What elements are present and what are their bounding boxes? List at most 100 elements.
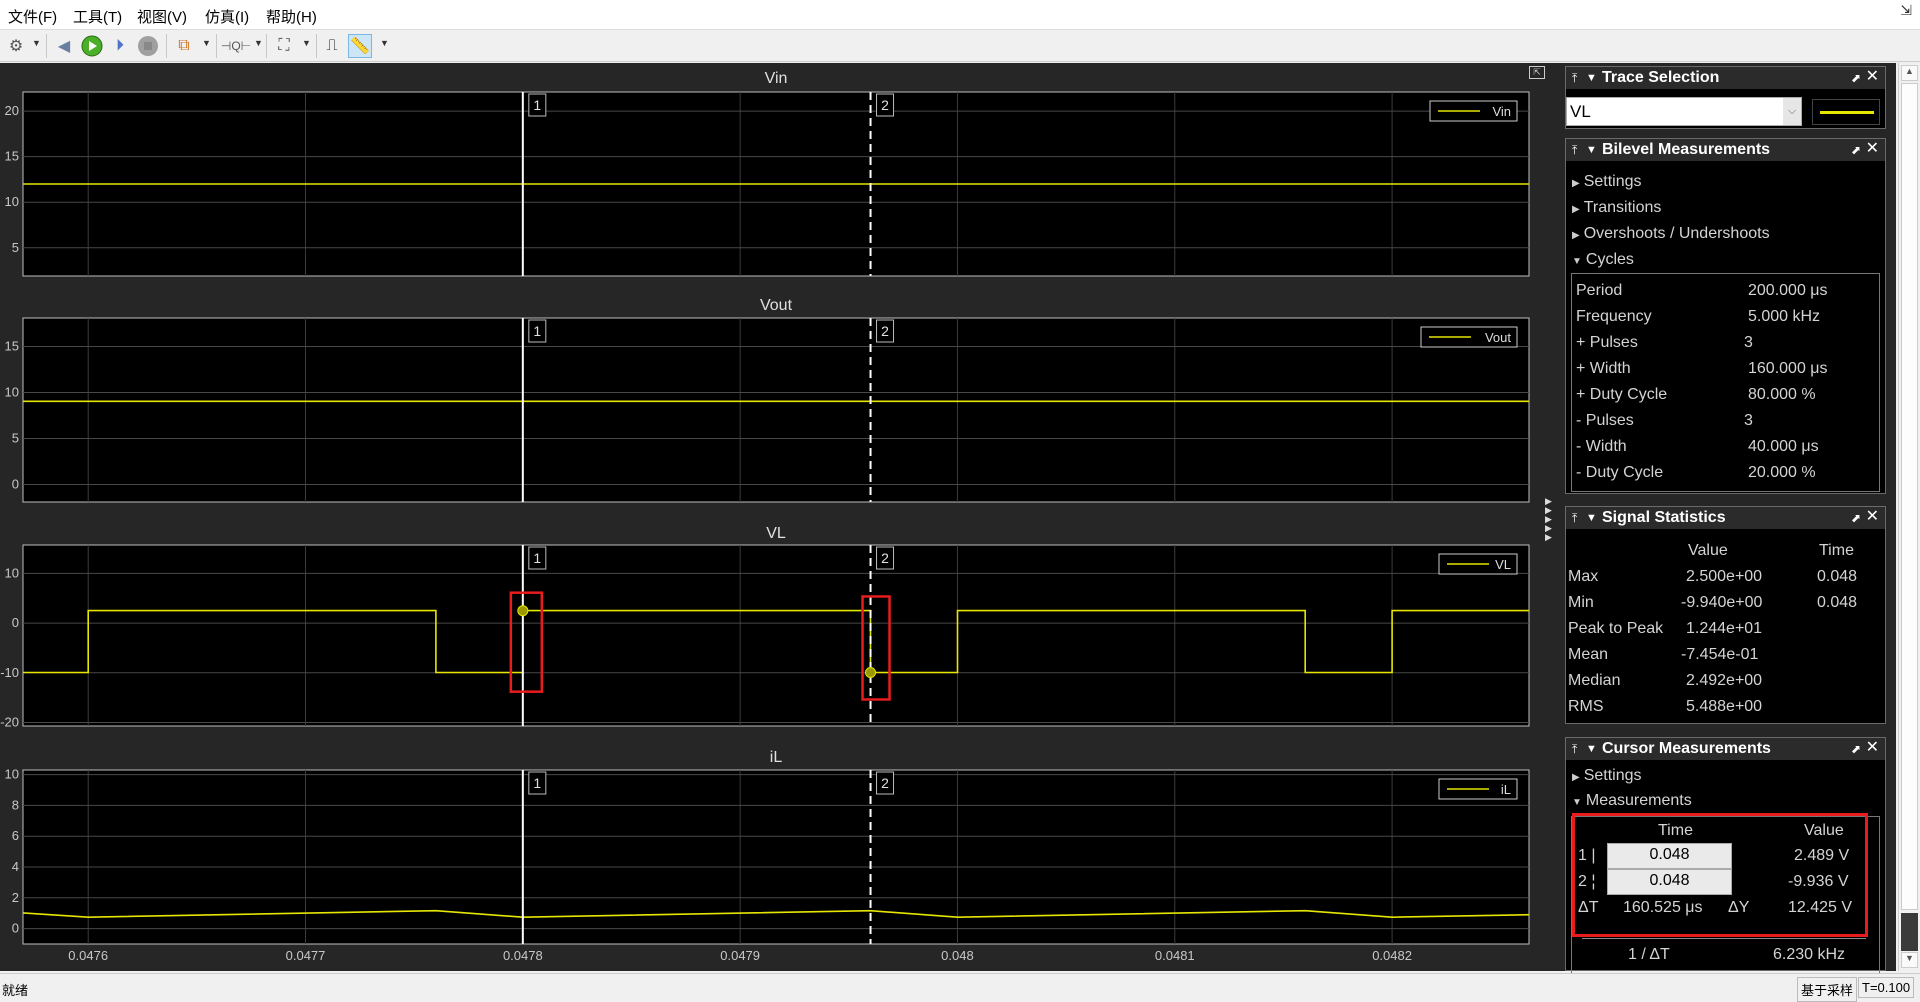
panel-title: Cursor Measurements [1602, 740, 1771, 757]
scrollbar-track[interactable] [1901, 913, 1918, 951]
close-icon[interactable]: ✕ [1865, 68, 1879, 85]
delta-y-label: ΔY [1728, 899, 1750, 916]
dropdown-arrow-icon[interactable]: ▼ [254, 38, 263, 48]
section-transitions[interactable]: ▶ Transitions [1572, 199, 1661, 217]
y-tick-label: 5 [12, 240, 19, 255]
stats-row-value: 5.488e+00 [1686, 698, 1763, 715]
collapse-panel-arrows-icon[interactable]: ▶ ▶ ▶ ▶ ▶ [1545, 496, 1552, 542]
undock-icon[interactable]: ⬈ [1850, 742, 1861, 756]
cursor-1-label: 1 [533, 550, 541, 566]
cursor-measurements-panel: ⤒ ▼ Cursor Measurements ⬈ ✕ ▶ Settings ▼ Mea… [1565, 737, 1886, 976]
menu-tools[interactable]: 工具(T) [73, 9, 123, 26]
collapse-icon[interactable]: ▼ [1586, 144, 1597, 156]
cursor-2-label-box[interactable] [876, 546, 895, 570]
menu-file[interactable]: 文件(F) [8, 9, 58, 26]
step-back-icon[interactable]: ◀ [57, 38, 71, 55]
separator [266, 34, 267, 58]
trace-selection-panel: ⤒ ▼ Trace Selection ⬈ ✕ VL ⌵ [1565, 66, 1886, 129]
pin-icon[interactable]: ⤒ [1572, 143, 1578, 157]
cursor-measurements-icon[interactable]: 📏 [348, 34, 372, 58]
cycles-row-label: Period [1576, 282, 1623, 299]
scroll-up-icon[interactable]: ▲ [1901, 65, 1918, 81]
section-measurements[interactable]: ▼ Measurements [1572, 792, 1692, 810]
cycles-row-label: + Pulses [1576, 334, 1638, 351]
cursor-1-label-box[interactable] [528, 771, 547, 795]
column-header-value: Value [1804, 822, 1844, 839]
signal-routing-icon[interactable]: ⧉ [178, 37, 190, 54]
scroll-down-icon[interactable]: ▼ [1901, 952, 1918, 968]
autoscale-icon[interactable]: ⛶ [278, 37, 290, 54]
cycles-row-value: 3 [1744, 334, 1753, 351]
section-cycles[interactable]: ▼ Cycles [1572, 251, 1634, 269]
y-tick-label: 8 [12, 797, 19, 812]
section-overshoots[interactable]: ▶ Overshoots / Undershoots [1572, 225, 1770, 243]
separator [216, 34, 217, 58]
settings-icon[interactable]: ⚙ [8, 38, 24, 55]
cursor-2-label-box[interactable] [876, 93, 895, 117]
close-icon[interactable]: ✕ [1865, 140, 1879, 157]
menu-help[interactable]: 帮助(H) [266, 9, 317, 26]
stats-row-label: Max [1568, 568, 1599, 585]
trace-select-dropdown[interactable]: VL ⌵ [1566, 97, 1802, 126]
stats-row-label: Mean [1568, 646, 1609, 663]
undock-plot-icon[interactable]: ⇱ [1529, 66, 1545, 79]
divider [1582, 938, 1866, 939]
cursor-2-label-box[interactable] [876, 771, 895, 795]
panel-title: Signal Statistics [1602, 509, 1726, 526]
dropdown-arrow-icon[interactable]: ▼ [32, 38, 41, 48]
collapse-icon[interactable]: ▼ [1586, 743, 1597, 755]
cursor-2-label-box[interactable] [876, 319, 895, 343]
collapse-icon[interactable]: ▼ [1586, 512, 1597, 524]
undock-icon[interactable]: ⇲ [1900, 2, 1912, 18]
triggers-icon[interactable]: ⎍ [326, 37, 338, 54]
vertical-scrollbar[interactable]: ▲ ▼ [1898, 63, 1920, 971]
pin-icon[interactable]: ⤒ [1572, 71, 1578, 85]
step-forward-icon[interactable]: ⏵ [115, 37, 124, 54]
axes-background[interactable] [22, 769, 1530, 945]
cycles-row-label: - Pulses [1576, 412, 1634, 429]
undock-icon[interactable]: ⬈ [1850, 71, 1861, 85]
close-icon[interactable]: ✕ [1865, 739, 1879, 756]
cursor-2-label: 2 [881, 323, 889, 339]
section-settings[interactable]: ▶ Settings [1572, 173, 1642, 191]
y-tick-label: 15 [5, 339, 19, 354]
cursor2-time-input[interactable]: 0.048 [1607, 869, 1732, 895]
expand-icon: ▶ [1572, 230, 1580, 241]
cursor-1-label-box[interactable] [528, 546, 547, 570]
cursor1-time-input[interactable]: 0.048 [1607, 843, 1732, 869]
section-settings[interactable]: ▶ Settings [1572, 767, 1642, 785]
dropdown-arrow-icon[interactable]: ▼ [380, 38, 389, 48]
status-bar: 就绪 基于采样 T=0.100 [0, 973, 1920, 1002]
cycles-row-value: 200.000 μs [1748, 282, 1828, 299]
trace-color-swatch[interactable] [1812, 99, 1880, 125]
stop-icon[interactable] [136, 34, 160, 58]
pin-icon[interactable]: ⤒ [1572, 742, 1578, 756]
x-tick-label: 0.0477 [286, 948, 326, 963]
status-text: 就绪 [2, 983, 29, 998]
cycles-row-value: 5.000 kHz [1748, 308, 1821, 325]
dropdown-arrow-icon[interactable]: ▼ [202, 38, 211, 48]
undock-icon[interactable]: ⬈ [1850, 511, 1861, 525]
cursor1-label: 1 | [1578, 847, 1596, 864]
cursor-1-label-box[interactable] [528, 319, 547, 343]
toolbar: ⚙ ▼ ◀ ⏵ ⧉ ▼ ⊣Q⊢ ▼ ⛶ ▼ ⎍ 📏 ▼ [0, 30, 1920, 62]
x-tick-label: 0.0478 [503, 948, 543, 963]
axes-background[interactable] [22, 317, 1530, 503]
menu-simulation[interactable]: 仿真(I) [205, 9, 250, 26]
cycles-row-label: - Duty Cycle [1576, 464, 1664, 481]
axes-background[interactable] [22, 544, 1530, 727]
scrollbar-thumb[interactable] [1901, 83, 1918, 910]
run-icon[interactable] [80, 34, 104, 58]
collapse-icon[interactable]: ▼ [1586, 72, 1597, 84]
menu-view[interactable]: 视图(V) [137, 9, 187, 26]
undock-icon[interactable]: ⬈ [1850, 143, 1861, 157]
dropdown-arrow-icon[interactable]: ▼ [302, 38, 311, 48]
close-icon[interactable]: ✕ [1865, 508, 1879, 525]
stats-row-value: -7.454e-01 [1681, 646, 1759, 663]
zoom-x-icon[interactable]: ⊣Q⊢ [220, 39, 252, 53]
chevron-down-icon[interactable]: ⌵ [1783, 98, 1801, 125]
y-tick-label: 0 [12, 477, 19, 492]
pin-icon[interactable]: ⤒ [1572, 511, 1578, 525]
cursor-1-label-box[interactable] [528, 93, 547, 117]
